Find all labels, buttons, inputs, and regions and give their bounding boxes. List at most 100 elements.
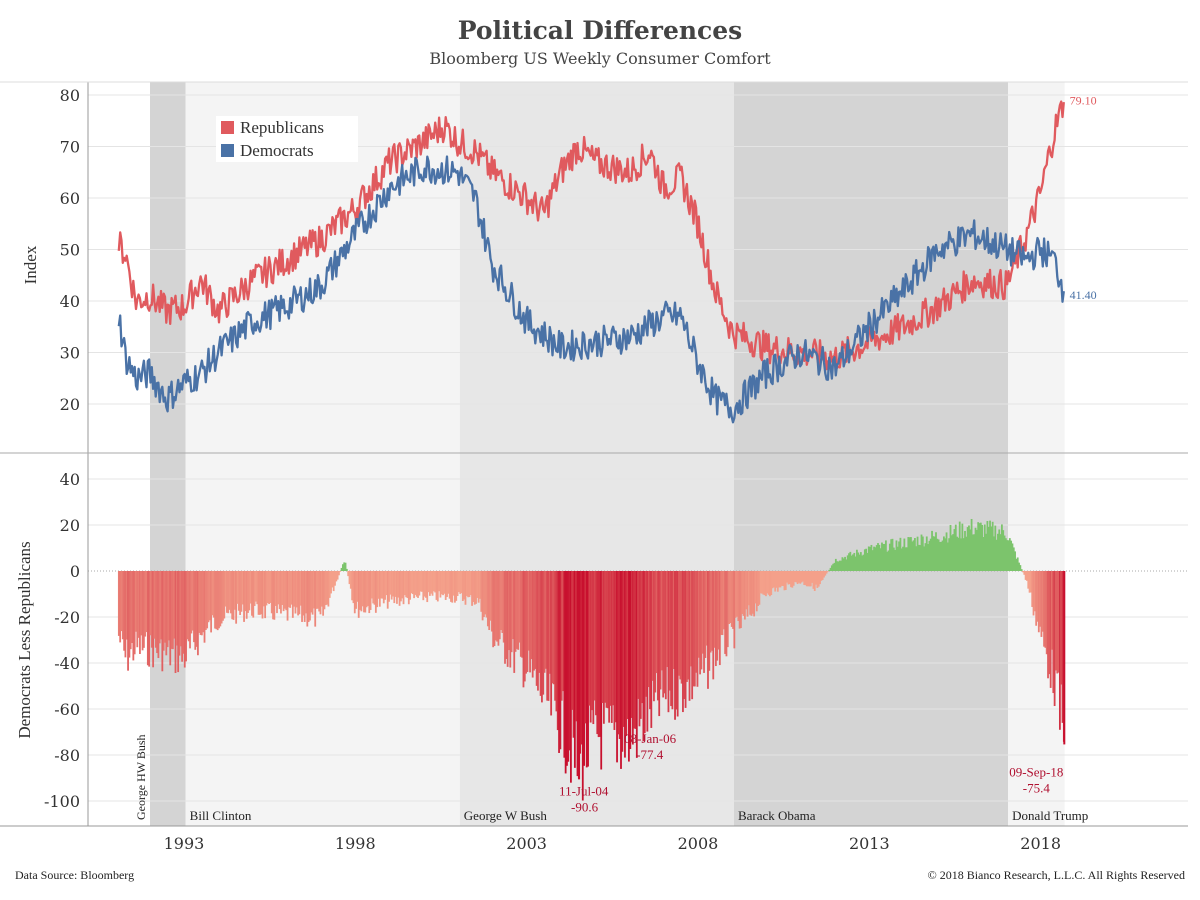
difference-bar (216, 571, 219, 631)
difference-bar (365, 571, 368, 608)
difference-bar (828, 569, 831, 571)
difference-bar (745, 571, 748, 610)
difference-bar (356, 571, 359, 602)
difference-bar (1040, 571, 1043, 637)
difference-bar (983, 524, 986, 571)
difference-bar (780, 571, 783, 586)
legend-swatch-democrats (221, 144, 234, 157)
difference-bar (340, 567, 343, 571)
difference-bar (801, 571, 804, 582)
difference-bar (530, 571, 533, 660)
difference-bar (848, 553, 850, 571)
difference-bar (481, 571, 484, 621)
annotation-value: -75.4 (1023, 780, 1051, 795)
plot-frame-layer (0, 81, 1188, 827)
republicans-end-label: 79.10 (1070, 94, 1097, 108)
difference-bar (175, 571, 178, 646)
difference-bar (688, 571, 691, 701)
difference-bar (415, 571, 418, 597)
annotation-date: 08-Jan-06 (624, 731, 676, 746)
top-y-tick-label: 70 (60, 138, 80, 157)
annotated-extreme-bar (1063, 571, 1066, 745)
difference-bar (914, 538, 916, 571)
difference-bar (473, 571, 476, 605)
difference-bar (413, 571, 415, 599)
difference-bar (464, 571, 467, 605)
difference-bar (674, 571, 676, 720)
difference-bar (720, 571, 723, 635)
bottom-y-tick-label: -80 (54, 746, 80, 765)
difference-bar (700, 571, 703, 670)
difference-bar (142, 571, 145, 648)
difference-bar (778, 571, 781, 588)
difference-bar (506, 571, 509, 667)
difference-bar (606, 571, 609, 709)
difference-bar (538, 571, 541, 673)
difference-bar (294, 571, 297, 614)
difference-bar (935, 532, 937, 571)
difference-bar (501, 571, 504, 633)
difference-bar (228, 571, 231, 610)
difference-bar (830, 565, 833, 571)
difference-bar (622, 571, 625, 727)
difference-bar (617, 571, 620, 735)
difference-bar (641, 571, 643, 704)
difference-bar (248, 571, 251, 611)
difference-bar (212, 571, 215, 618)
difference-bar (746, 571, 749, 617)
difference-bar (892, 547, 895, 571)
difference-bar (421, 571, 423, 592)
difference-bar (821, 571, 824, 580)
difference-bar (363, 571, 365, 613)
difference-bar (896, 546, 899, 571)
difference-bar (434, 571, 437, 593)
difference-bar (941, 540, 944, 571)
difference-bar (519, 571, 522, 657)
difference-bar (783, 571, 786, 591)
difference-bar (463, 571, 466, 600)
difference-bar (878, 544, 881, 571)
difference-bar (402, 571, 405, 605)
difference-bar (343, 562, 346, 571)
difference-bar (799, 571, 802, 584)
difference-bar (595, 571, 597, 716)
difference-bar (982, 537, 985, 571)
difference-bar (210, 571, 213, 633)
difference-bar (875, 545, 878, 571)
difference-bar (423, 571, 426, 597)
difference-bar (486, 571, 489, 627)
difference-bar (504, 571, 506, 664)
difference-bar (525, 571, 528, 674)
difference-bar (396, 571, 398, 604)
difference-bar (1010, 540, 1013, 571)
difference-bar (178, 571, 181, 656)
difference-bar (950, 535, 953, 571)
difference-bar (218, 571, 220, 629)
difference-bar (235, 571, 238, 624)
difference-bar (244, 571, 247, 612)
difference-bar (667, 571, 670, 713)
difference-bar (645, 571, 647, 697)
difference-bar (352, 571, 355, 604)
difference-bar (796, 571, 799, 585)
difference-bar (293, 571, 296, 607)
difference-bar (749, 571, 752, 615)
series-line-republicans (117, 100, 1065, 371)
difference-bar (355, 571, 357, 609)
difference-bar (1012, 547, 1015, 571)
difference-bar (1006, 540, 1009, 571)
difference-bar (515, 571, 518, 649)
difference-bar (171, 571, 174, 650)
difference-bar (732, 571, 734, 629)
difference-bar (419, 571, 422, 592)
difference-bar (471, 571, 473, 606)
difference-bar (734, 571, 737, 618)
difference-bar (357, 571, 360, 618)
difference-bar (243, 571, 245, 622)
difference-bar (929, 538, 932, 571)
difference-bar (576, 571, 579, 777)
difference-bar (327, 571, 330, 607)
difference-bar (779, 571, 782, 588)
difference-bar (140, 571, 143, 636)
difference-bar (131, 571, 133, 644)
